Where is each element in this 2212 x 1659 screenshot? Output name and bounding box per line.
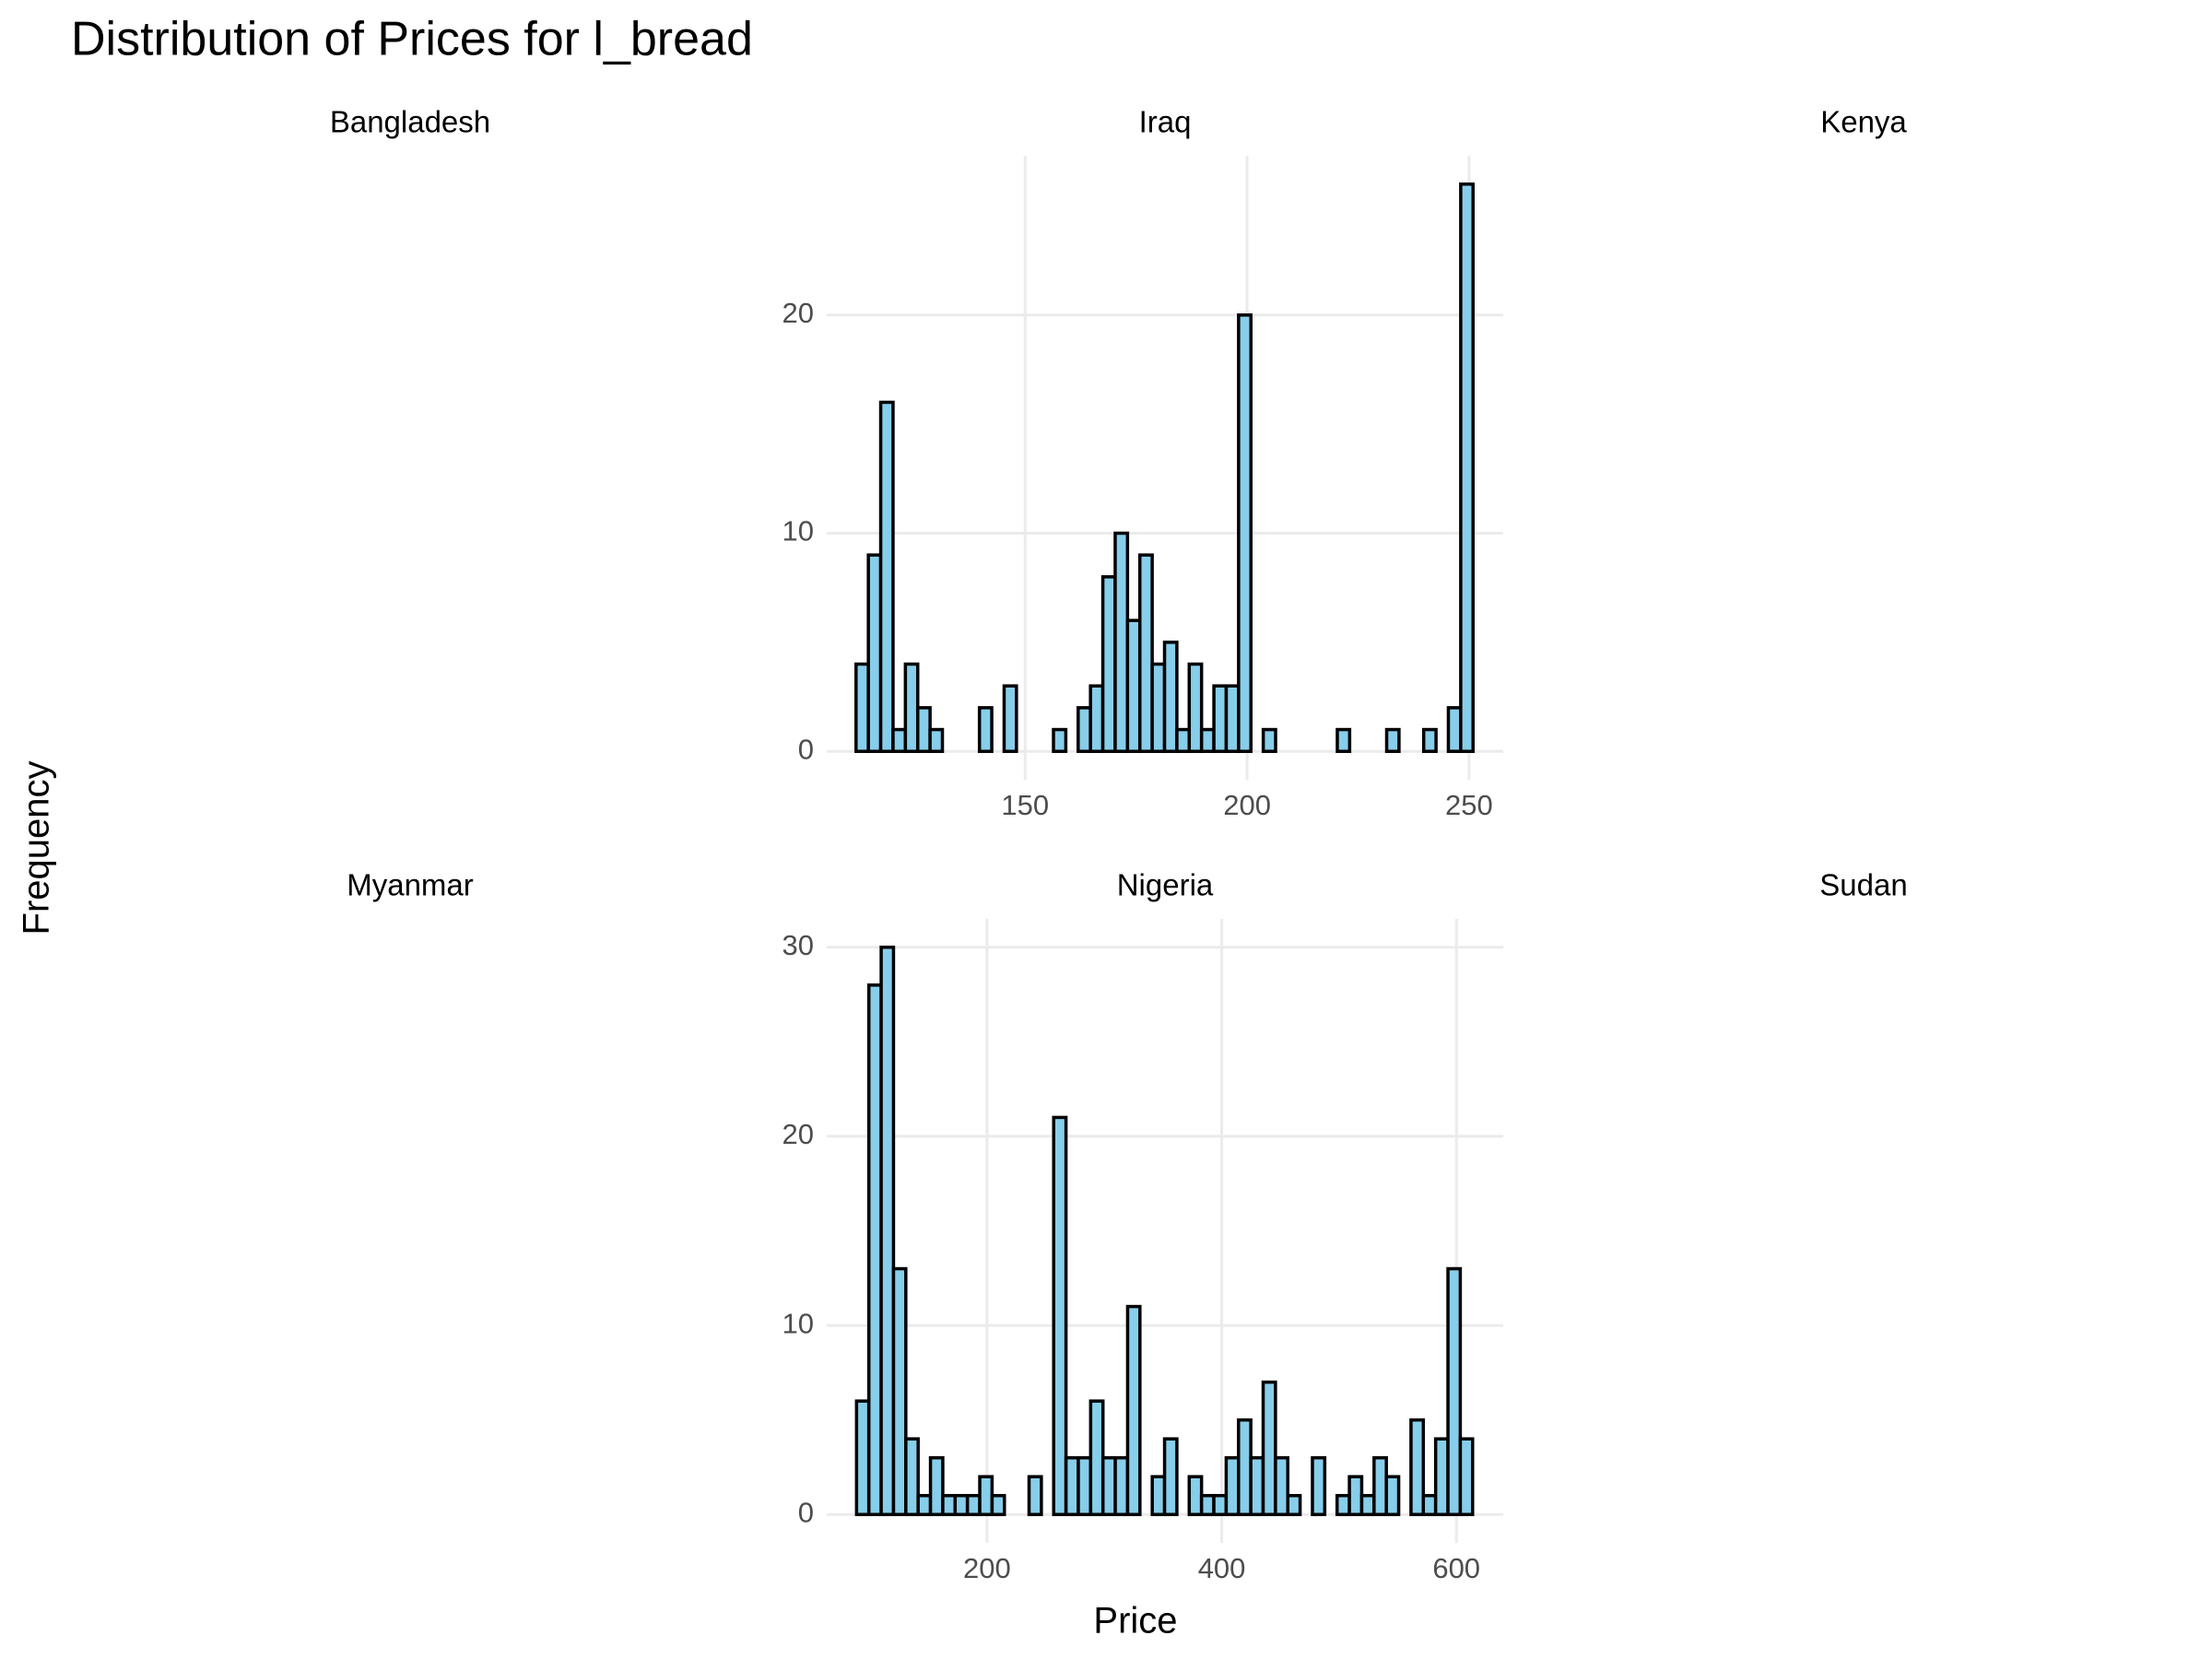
bar xyxy=(1125,618,1142,753)
x-tick-label: 150 xyxy=(1001,789,1049,821)
bar xyxy=(1150,662,1167,753)
x-tick-label: 250 xyxy=(1445,789,1493,821)
bar xyxy=(1187,662,1204,753)
bar xyxy=(1100,1455,1117,1516)
bar xyxy=(1224,684,1241,753)
bar xyxy=(941,1493,958,1516)
bar xyxy=(1347,1475,1364,1516)
bar xyxy=(1077,1455,1093,1516)
bar xyxy=(1311,1455,1327,1516)
bar xyxy=(1027,1475,1043,1516)
bar xyxy=(977,706,994,753)
bar xyxy=(879,946,896,1516)
bar xyxy=(854,662,870,753)
bar xyxy=(1237,1418,1253,1516)
bar xyxy=(1162,1437,1179,1516)
bar xyxy=(1335,727,1352,753)
bar xyxy=(1237,313,1253,753)
bar xyxy=(1052,1115,1068,1516)
bar xyxy=(891,1266,908,1516)
bar xyxy=(1433,1437,1450,1516)
bar xyxy=(854,1399,871,1516)
y-tick-label: 0 xyxy=(798,1496,814,1528)
bar xyxy=(1224,1455,1241,1516)
bar xyxy=(1421,1493,1438,1516)
facet-title: Iraq xyxy=(1139,105,1192,139)
y-tick-label: 0 xyxy=(798,733,814,765)
bar xyxy=(1286,1493,1302,1516)
bar xyxy=(904,1437,920,1516)
x-tick-label: 200 xyxy=(1223,789,1271,821)
bar xyxy=(1162,641,1179,753)
bar xyxy=(1175,727,1192,753)
bar xyxy=(1088,684,1105,753)
bar xyxy=(1212,1493,1229,1516)
y-tick-label: 30 xyxy=(782,929,814,961)
y-tick-label: 10 xyxy=(782,515,814,547)
bar xyxy=(1249,1455,1265,1516)
bar xyxy=(1335,1493,1351,1516)
bar xyxy=(1359,1493,1376,1516)
facet-title: Kenya xyxy=(1820,105,1907,139)
y-tick-label: 20 xyxy=(782,297,814,329)
bar xyxy=(1421,727,1438,753)
chart-title: Distribution of Prices for l_bread xyxy=(71,13,753,66)
bar xyxy=(1113,531,1130,753)
bar xyxy=(1274,1455,1289,1516)
bar xyxy=(866,983,883,1516)
facet-title: Nigeria xyxy=(1117,868,1214,902)
bar xyxy=(1446,1266,1463,1516)
bar xyxy=(1261,727,1277,753)
x-tick-label: 600 xyxy=(1432,1552,1480,1584)
bar xyxy=(978,1475,994,1516)
x-axis-title: Price xyxy=(1093,1601,1177,1641)
bar xyxy=(1187,1475,1204,1516)
bar xyxy=(915,706,932,753)
facet-title: Myanmar xyxy=(347,868,474,902)
x-tick-label: 200 xyxy=(963,1552,1011,1584)
bar xyxy=(891,727,908,753)
bar xyxy=(1261,1380,1277,1516)
y-tick-label: 10 xyxy=(782,1307,814,1339)
bar xyxy=(878,400,895,753)
bar xyxy=(1100,575,1117,753)
bar xyxy=(1446,706,1463,753)
bar xyxy=(903,662,920,753)
bar xyxy=(1384,727,1401,753)
bar xyxy=(1002,684,1018,753)
bar xyxy=(1150,1475,1167,1516)
bar xyxy=(1199,727,1216,753)
bar xyxy=(928,1455,945,1516)
bar xyxy=(990,1493,1006,1516)
bar xyxy=(1372,1455,1388,1516)
bar xyxy=(965,1493,982,1516)
bar xyxy=(1088,1399,1105,1516)
bar xyxy=(1459,182,1475,753)
bar xyxy=(1458,1437,1475,1516)
bar xyxy=(1052,727,1068,753)
facet-title: Bangladesh xyxy=(330,105,490,139)
bar xyxy=(1409,1418,1426,1516)
bar xyxy=(1199,1493,1216,1516)
bar xyxy=(1212,684,1229,753)
bar xyxy=(928,727,945,753)
bar xyxy=(1384,1475,1401,1516)
bar xyxy=(1113,1455,1130,1516)
bar xyxy=(1064,1455,1080,1516)
bar xyxy=(1137,553,1154,753)
bar xyxy=(916,1493,933,1516)
bar xyxy=(1125,1304,1142,1516)
bar xyxy=(1077,706,1092,753)
facet-title: Sudan xyxy=(1819,868,1907,902)
bar xyxy=(953,1493,970,1516)
bar xyxy=(866,553,883,753)
x-tick-label: 400 xyxy=(1198,1552,1246,1584)
y-axis-title: Frequency xyxy=(17,761,57,935)
y-tick-label: 20 xyxy=(782,1118,814,1150)
